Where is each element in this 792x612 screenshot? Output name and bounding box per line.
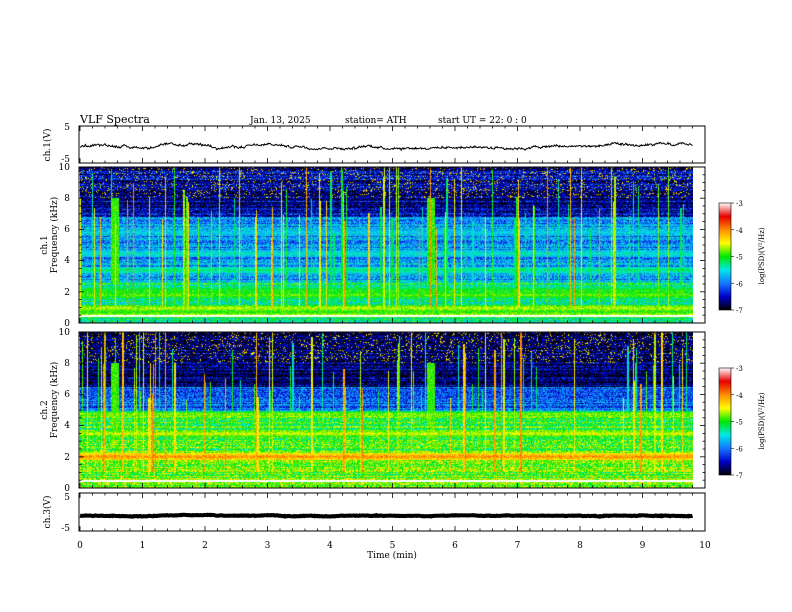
x-tick-label: 7	[515, 541, 521, 551]
ch3-ylabel: ch.3(V)	[42, 496, 53, 529]
spec2-ytick-4: 4	[64, 421, 70, 431]
ch1-ylabel: ch.1(V)	[42, 129, 53, 162]
ch1-ytick-bottom: -5	[61, 155, 70, 165]
ch1-spectrogram-image	[80, 167, 693, 323]
ch1-panel-frame	[78, 125, 706, 164]
x-tick-label: 5	[390, 541, 396, 551]
ch2-colorbar-label: log(PSD)(V²/Hz)	[758, 392, 766, 449]
spec1-ytick-10: 10	[59, 163, 71, 173]
x-tick-label: 6	[452, 541, 458, 551]
x-tick-label: 1	[140, 541, 146, 551]
figure-title: VLF Spectra	[79, 113, 150, 126]
ch1-ytick-top: 5	[64, 123, 70, 133]
colorbar-tick-label: -4	[736, 227, 743, 235]
axis-ticks	[79, 126, 706, 531]
colorbar-tick-label: -6	[736, 280, 743, 288]
date-label: Jan. 13, 2025	[249, 116, 311, 126]
colorbar-tick-label: -3	[736, 200, 743, 208]
ch3-waveform-line	[79, 512, 694, 519]
spec1-ylabel: Frequency (kHz)	[49, 197, 60, 274]
spec2-ytick-2: 2	[64, 453, 70, 463]
spec1-ytick-0: 0	[64, 319, 70, 329]
spec2-ytick-8: 8	[64, 359, 70, 369]
x-tick-label: 4	[327, 541, 333, 551]
colorbar-tick-label: -7	[736, 307, 743, 315]
x-tick-label: 9	[640, 541, 646, 551]
ch2-colorbar	[718, 367, 732, 476]
spec2-ylabel-channel: ch.2	[40, 400, 50, 419]
spec1-ytick-8: 8	[64, 194, 70, 204]
spec2-ytick-6: 6	[64, 390, 70, 400]
x-axis-label: Time (min)	[367, 550, 417, 561]
x-tick-label: 10	[699, 541, 711, 551]
spec1-ytick-4: 4	[64, 256, 70, 266]
spec1-ylabel-channel: ch.1	[40, 235, 50, 254]
ch1-colorbar	[718, 202, 732, 311]
spec2-ytick-0: 0	[64, 484, 70, 494]
colorbar-tick-label: -5	[736, 254, 743, 262]
ch3-panel-frame	[78, 492, 706, 532]
x-tick-label: 0	[77, 541, 83, 551]
spec2-ytick-10: 10	[59, 328, 71, 338]
colorbar-tick-label: -4	[736, 392, 743, 400]
start-time-label: start UT = 22: 0 : 0	[438, 116, 527, 126]
x-tick-labels: 0 1 2 3 4 5 6 7 8 9 10	[77, 541, 711, 551]
ch1-colorbar-label: log(PSD)(V²/Hz)	[758, 227, 766, 284]
x-tick-label: 3	[265, 541, 271, 551]
colorbar-tick-label: -7	[736, 472, 743, 480]
spec1-ytick-6: 6	[64, 225, 70, 235]
ch1-waveform-line	[80, 141, 693, 152]
spec1-ytick-2: 2	[64, 288, 70, 298]
x-tick-label: 8	[577, 541, 583, 551]
ch2-spectrogram-image	[80, 332, 693, 488]
station-label: station= ATH	[345, 116, 407, 126]
colorbar-tick-label: -3	[736, 365, 743, 373]
ch3-ytick-bottom: -5	[61, 524, 70, 534]
x-tick-label: 2	[202, 541, 208, 551]
spec2-ylabel: Frequency (kHz)	[49, 362, 60, 439]
ch3-ytick-top: 5	[64, 493, 70, 503]
colorbar-tick-label: -5	[736, 419, 743, 427]
colorbar-tick-label: -6	[736, 445, 743, 453]
colorbar-tick-labels: -3 -4 -5 -6 -7 -3 -4 -5 -6 -7	[731, 200, 743, 480]
